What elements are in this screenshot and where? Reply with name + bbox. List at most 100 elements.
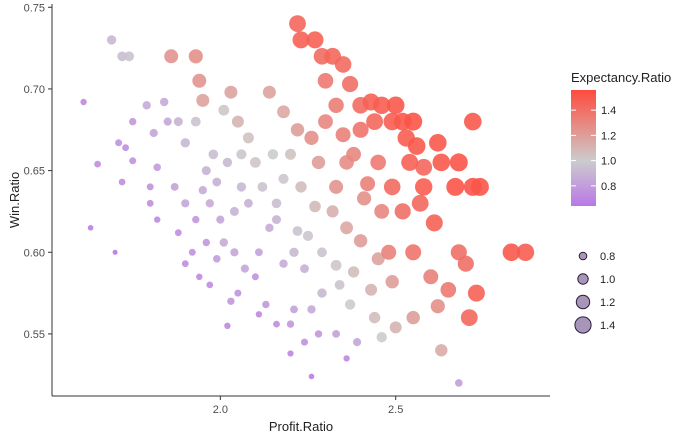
data-point xyxy=(153,163,161,172)
data-point xyxy=(346,146,361,162)
data-point xyxy=(180,138,190,148)
size-legend-label: 1.4 xyxy=(600,320,615,332)
data-point xyxy=(224,322,231,329)
data-point xyxy=(353,234,368,248)
color-legend-title: Expectancy.Ratio xyxy=(571,70,671,85)
data-point xyxy=(407,137,426,155)
data-point xyxy=(460,309,478,326)
data-point xyxy=(196,93,210,107)
size-legend-key xyxy=(577,273,589,285)
size-legend-key xyxy=(578,251,588,261)
data-point xyxy=(285,148,296,160)
data-point xyxy=(394,203,411,220)
data-point xyxy=(389,321,402,334)
size-legend: 0.8 1.0 1.2 1.4 xyxy=(574,251,615,334)
size-legend-key xyxy=(575,294,591,310)
color-legend-label: 1.4 xyxy=(601,105,616,117)
data-point xyxy=(201,166,211,176)
data-point xyxy=(129,117,137,126)
data-point xyxy=(334,280,345,290)
data-point xyxy=(340,221,353,235)
data-point xyxy=(262,300,270,309)
data-point xyxy=(406,310,420,325)
data-point xyxy=(190,116,201,127)
data-point xyxy=(370,154,387,171)
data-point xyxy=(192,215,200,224)
data-point xyxy=(330,259,342,271)
data-point xyxy=(234,289,242,297)
data-point xyxy=(181,199,190,208)
data-point xyxy=(181,260,189,268)
x-axis-title: Profit.Ratio xyxy=(269,419,333,434)
data-point xyxy=(335,127,351,143)
data-point xyxy=(80,98,87,106)
data-point xyxy=(342,75,359,93)
data-point xyxy=(146,199,154,207)
data-point xyxy=(311,155,326,170)
y-tick-label: 0.75 xyxy=(24,2,45,14)
data-point xyxy=(112,249,118,255)
data-point xyxy=(154,216,161,223)
data-point xyxy=(411,194,429,212)
x-tick-label: 2.5 xyxy=(388,404,403,416)
data-point xyxy=(188,248,196,256)
data-point xyxy=(314,330,323,338)
data-point xyxy=(309,200,321,213)
data-point xyxy=(244,198,253,208)
data-point xyxy=(306,31,324,49)
data-point xyxy=(255,248,263,257)
data-point xyxy=(343,355,350,362)
data-point xyxy=(435,344,448,357)
data-point xyxy=(457,255,474,272)
data-point xyxy=(290,305,298,314)
data-point xyxy=(304,130,319,145)
size-legend-key xyxy=(574,316,592,334)
data-point xyxy=(122,144,129,152)
data-point xyxy=(174,229,182,237)
data-point xyxy=(198,186,207,195)
data-point xyxy=(516,243,535,261)
data-point xyxy=(231,115,244,128)
data-point xyxy=(353,338,362,347)
data-point xyxy=(423,269,439,285)
data-point xyxy=(289,247,299,257)
data-point xyxy=(164,49,179,64)
data-point xyxy=(286,320,295,328)
data-point xyxy=(242,132,254,144)
y-ticks: 0.55 0.60 0.65 0.70 0.75 xyxy=(24,2,52,341)
data-point xyxy=(292,226,303,236)
data-point xyxy=(124,51,135,62)
data-point xyxy=(360,176,376,192)
plot-points xyxy=(80,15,535,387)
data-point xyxy=(373,96,391,115)
data-point xyxy=(265,223,274,232)
data-point xyxy=(324,47,341,65)
data-point xyxy=(429,134,447,152)
y-tick-label: 0.65 xyxy=(24,166,45,178)
color-legend: Expectancy.Ratio 0.8 1.0 1.2 1.4 xyxy=(571,70,671,206)
data-point xyxy=(383,178,401,196)
y-tick-label: 0.55 xyxy=(24,329,45,341)
data-point xyxy=(326,205,339,218)
data-point xyxy=(308,373,315,380)
data-point xyxy=(229,206,239,216)
data-point xyxy=(455,379,463,387)
data-point xyxy=(352,121,369,138)
size-legend-label: 1.2 xyxy=(600,297,615,309)
data-point xyxy=(430,299,445,314)
data-point xyxy=(173,117,183,127)
data-point xyxy=(250,157,261,168)
data-point xyxy=(278,173,289,184)
data-point xyxy=(329,179,344,194)
data-point xyxy=(94,160,101,168)
size-legend-label: 1.0 xyxy=(600,274,615,286)
data-point xyxy=(219,238,228,247)
data-point xyxy=(374,204,390,219)
data-point xyxy=(357,191,372,206)
data-point xyxy=(262,85,276,99)
data-point xyxy=(405,244,422,261)
data-point xyxy=(213,254,221,263)
data-point xyxy=(149,128,158,138)
color-legend-ticks: 0.8 1.0 1.2 1.4 xyxy=(571,105,616,193)
